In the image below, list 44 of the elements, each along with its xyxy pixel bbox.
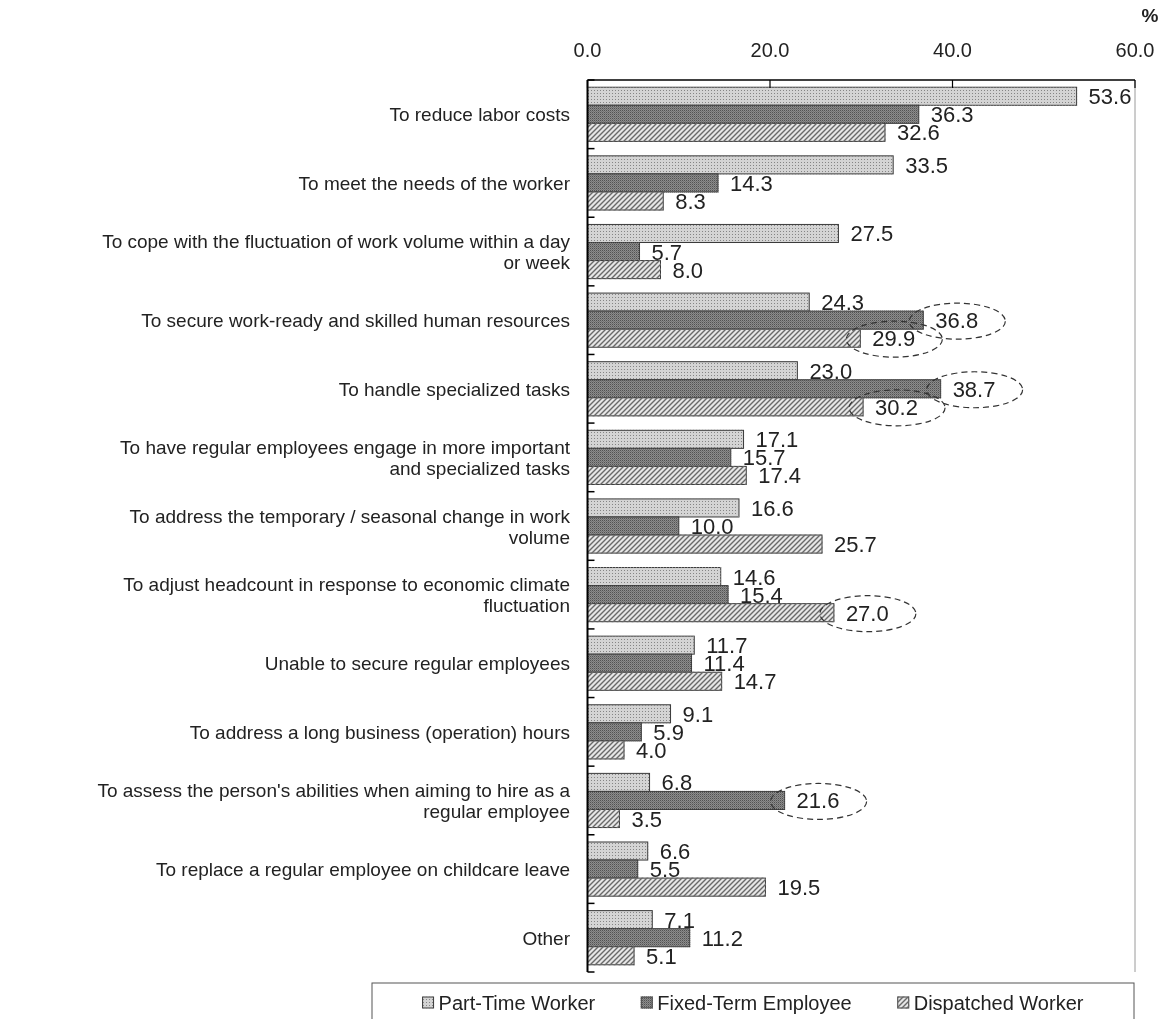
data-label: 30.2 xyxy=(875,394,918,420)
data-label: 27.0 xyxy=(845,600,889,626)
y-tick-label: To handle specialized tasks xyxy=(338,378,570,400)
x-tick-label: 40.0 xyxy=(933,39,972,61)
data-label: 19.5 xyxy=(777,875,821,901)
x-tick-label: 0.0 xyxy=(573,39,602,61)
data-label: 25.7 xyxy=(834,532,877,558)
data-label: 36.8 xyxy=(935,308,979,334)
y-tick-label: To meet the needs of the worker xyxy=(298,172,571,194)
data-label: 21.6 xyxy=(796,788,840,814)
x-axis-title: % xyxy=(1141,5,1159,26)
data-label: 24.3 xyxy=(821,290,865,316)
data-label: 33.5 xyxy=(905,152,949,178)
x-tick-label: 60.0 xyxy=(1115,39,1155,61)
data-label: 53.6 xyxy=(1088,84,1132,110)
data-label: 9.1 xyxy=(682,701,714,727)
y-tick-label: Other xyxy=(522,927,571,949)
legend-label: Dispatched Worker xyxy=(913,992,1084,1014)
y-tick-label: To cope with the fluctuation of work volume within a day or week xyxy=(102,231,571,274)
y-tick-label: Unable to secure regular employees xyxy=(264,653,570,675)
y-tick-label: To address a long business (operation) hours xyxy=(189,721,570,743)
data-label: 8.3 xyxy=(675,188,706,214)
data-label: 10.0 xyxy=(690,514,734,539)
data-label: 14.3 xyxy=(729,170,773,196)
legend-label: Part-Time Worker xyxy=(438,992,596,1014)
x-tick-label: 20.0 xyxy=(750,39,790,61)
y-tick-label: To adjust headcount in response to economic climate fluctuation xyxy=(123,574,570,617)
data-label: 5.1 xyxy=(646,943,677,969)
data-label: 6.8 xyxy=(661,770,693,796)
data-label: 23.0 xyxy=(809,358,853,384)
y-tick-label: To secure work-ready and skilled human resources xyxy=(141,310,570,332)
y-tick-label: To replace a regular employee on childcare leave xyxy=(155,859,570,881)
y-tick-label: To assess the person's abilities when aiming to hire as a regular employee xyxy=(97,779,571,822)
y-tick-label: To reduce labor costs xyxy=(389,104,570,126)
data-label: 11.2 xyxy=(701,925,743,951)
data-label: 16.6 xyxy=(750,495,794,521)
data-label: 3.5 xyxy=(631,806,663,832)
y-tick-label: To address the temporary / seasonal change in work volume xyxy=(129,505,571,548)
data-label: 27.5 xyxy=(850,221,894,247)
data-label: 7.1 xyxy=(664,907,695,933)
y-tick-label: To have regular employees engage in more important and specialized tasks xyxy=(120,436,571,479)
data-label: 29.9 xyxy=(872,326,916,352)
data-label: 38.7 xyxy=(952,376,996,402)
legend-label: Fixed-Term Employee xyxy=(657,992,852,1014)
